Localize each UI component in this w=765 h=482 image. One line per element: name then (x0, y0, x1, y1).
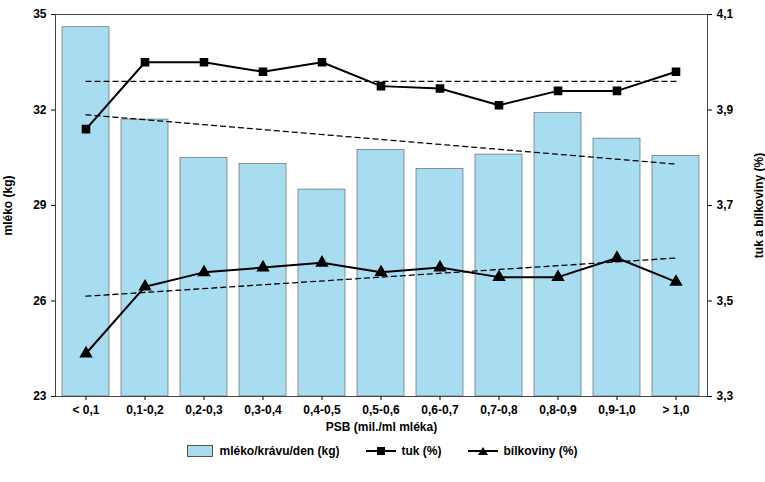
svg-text:PSB (mil./ml mléka): PSB (mil./ml mléka) (326, 420, 437, 434)
svg-text:0,7-0,8: 0,7-0,8 (480, 403, 518, 417)
html-text:mléko/krávu/den (kg): mléko/krávu/den (kg) (219, 444, 340, 458)
svg-text:0,3-0,4: 0,3-0,4 (244, 403, 282, 417)
html-text:bílkoviny (%): bílkoviny (%) (503, 444, 578, 458)
svg-text:3,9: 3,9 (717, 103, 734, 117)
svg-text:mléko (kg): mléko (kg) (1, 175, 15, 235)
svg-text:0,8-0,9: 0,8-0,9 (539, 403, 577, 417)
svg-text:0,2-0,3: 0,2-0,3 (185, 403, 223, 417)
svg-text:3,7: 3,7 (717, 198, 734, 212)
svg-text:32: 32 (33, 103, 47, 117)
svg-text:23: 23 (33, 389, 47, 403)
svg-text:4,1: 4,1 (717, 7, 734, 21)
svg-text:> 1,0: > 1,0 (662, 403, 689, 417)
svg-text:26: 26 (33, 294, 47, 308)
svg-text:0,1-0,2: 0,1-0,2 (126, 403, 164, 417)
svg-text:3,5: 3,5 (717, 294, 734, 308)
svg-text:0,5-0,6: 0,5-0,6 (362, 403, 400, 417)
html-text:tuk (%): tuk (%) (401, 444, 442, 458)
svg-text:0,4-0,5: 0,4-0,5 (303, 403, 341, 417)
svg-text:0,6-0,7: 0,6-0,7 (421, 403, 459, 417)
svg-text:29: 29 (33, 198, 47, 212)
svg-text:tuk a bílkoviny (%): tuk a bílkoviny (%) (752, 153, 765, 258)
svg-text:35: 35 (33, 7, 47, 21)
svg-text:3,3: 3,3 (717, 389, 734, 403)
svg-text:0,9-1,0: 0,9-1,0 (598, 403, 636, 417)
svg-text:< 0,1: < 0,1 (72, 403, 99, 417)
